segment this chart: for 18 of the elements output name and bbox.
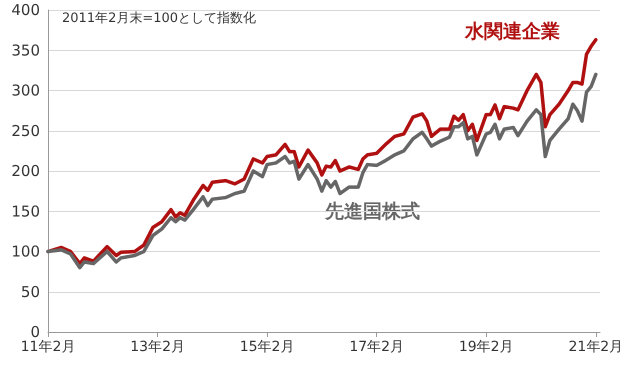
y-tick-label: 50 (20, 282, 40, 301)
x-tick-label: 21年2月 (568, 339, 624, 355)
y-tick-label: 0 (30, 323, 40, 341)
y-tick-label: 350 (11, 41, 40, 60)
line-series (46, 72, 598, 270)
x-tick-label: 15年2月 (240, 339, 294, 355)
x-tick-label: 11年2月 (20, 339, 76, 355)
y-tick-label: 100 (11, 242, 40, 260)
y-tick-label: 400 (11, 1, 40, 19)
annotation: 2011年2月末=100として指数化 (62, 11, 256, 26)
x-tick-label: 19年2月 (458, 339, 514, 355)
x-tick-label: 13年2月 (130, 339, 185, 355)
y-tick-label: 250 (11, 122, 40, 140)
series-label: 水関連企業 (464, 20, 560, 42)
y-tick-label: 300 (11, 82, 40, 100)
x-tick-label: 17年2月 (349, 339, 404, 355)
y-tick-label: 200 (11, 162, 40, 180)
y-tick-label: 150 (11, 202, 40, 220)
